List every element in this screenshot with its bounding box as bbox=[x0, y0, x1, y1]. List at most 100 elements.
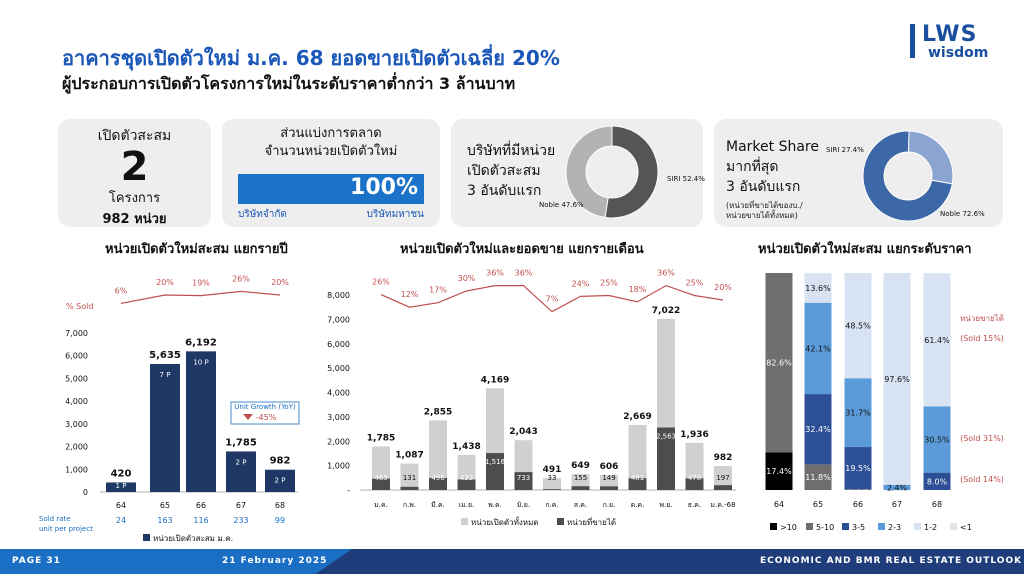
card2-title2: จำนวนหน่วยเปิดตัวใหม่ bbox=[264, 144, 398, 159]
chart1-growth-box bbox=[230, 401, 300, 425]
chart2-pct-label: 18% bbox=[629, 285, 647, 294]
logo-bar bbox=[910, 24, 915, 58]
chart3-seg-68-3-5 bbox=[923, 472, 951, 490]
chart2-xtick: พ.ย. bbox=[659, 501, 672, 509]
chart2-ytick: 1,000 bbox=[327, 462, 350, 471]
chart2-title: หน่วยเปิดตัวใหม่และยอดขาย แยกรายเดือน bbox=[400, 242, 644, 257]
chart3-seg-label: 19.5% bbox=[845, 464, 871, 473]
donut2-slice-siri bbox=[908, 130, 954, 185]
chart1-soldrate-title: Sold rate bbox=[39, 515, 71, 523]
chart3-legend-label: 2-3 bbox=[888, 523, 901, 532]
chart2-launched-label: 2,043 bbox=[509, 427, 537, 437]
chart2-launched-label: 2,855 bbox=[424, 407, 452, 417]
chart2-bar-launched-11 bbox=[685, 442, 704, 490]
chart1-soldrate: 163 bbox=[157, 516, 172, 525]
donut1-slice-siri bbox=[604, 125, 659, 219]
card1-line1: เปิดตัวสะสม bbox=[97, 128, 172, 144]
chart1-ytick: 3,000 bbox=[65, 420, 88, 429]
chart3-xtick: 68 bbox=[932, 500, 942, 509]
chart1-title: หน่วยเปิดตัวใหม่สะสม แยกรายปี bbox=[105, 242, 288, 257]
chart2-pct-label: 7% bbox=[546, 295, 559, 304]
chart1-xtick: 68 bbox=[275, 501, 285, 510]
chart2-ytick: 3,000 bbox=[327, 413, 350, 422]
chart3-seg-label: 30.5% bbox=[924, 436, 950, 445]
chart2-sold-label: 131 bbox=[403, 474, 416, 482]
page-subtitle: ผู้ประกอบการเปิดตัวโครงการใหม่ในระดับราค… bbox=[62, 74, 516, 93]
donut2-slice-noble bbox=[862, 130, 953, 222]
chart1-growth-value: -45% bbox=[256, 413, 277, 422]
chart1-legend-label: หน่วยเปิดตัวสะสม ม.ค. bbox=[153, 534, 233, 543]
chart1-bar-67 bbox=[226, 451, 256, 492]
chart3-side-label: (Sold 31%) bbox=[960, 434, 1004, 443]
chart1-xtick: 65 bbox=[160, 501, 170, 510]
chart2-ytick: 7,000 bbox=[327, 315, 350, 324]
chart1-pct-label: 26% bbox=[232, 274, 250, 283]
chart3-legend-label: 5-10 bbox=[816, 523, 834, 532]
chart2-bar-launched-6 bbox=[543, 478, 561, 490]
chart1-ytick: 1,000 bbox=[65, 465, 88, 474]
donut1-label-siri: SIRI 52.4% bbox=[667, 175, 705, 183]
chart2-sold-label: 2,563 bbox=[656, 433, 676, 441]
chart1-soldrate: 99 bbox=[275, 516, 285, 525]
chart2-bar-sold-12 bbox=[714, 485, 732, 490]
chart3-seg-label: 8.0% bbox=[927, 477, 948, 486]
chart2-xtick: ม.ค.-68 bbox=[710, 501, 735, 509]
chart2-bar-sold-7 bbox=[571, 486, 590, 490]
chart3-seg-label: 11.8% bbox=[805, 473, 831, 482]
chart2-legend-launched: หน่วยเปิดตัวทั้งหมด bbox=[471, 516, 539, 527]
chart3-seg-label: 97.6% bbox=[884, 375, 910, 384]
chart2-legend-sold: หน่วยที่ขายได้ bbox=[567, 516, 616, 527]
chart1-pct-label: 6% bbox=[115, 286, 128, 295]
chart1-projects-label: 7 P bbox=[160, 371, 171, 379]
chart3-legend-swatch-0 bbox=[770, 523, 777, 530]
chart3-seg-66-1-2 bbox=[844, 273, 872, 379]
chart3-seg-66-5-10 bbox=[844, 489, 872, 490]
chart2-sold-label: 496 bbox=[431, 474, 445, 482]
chart2-pct-label: 12% bbox=[401, 290, 419, 299]
chart2-xtick: ก.ค. bbox=[545, 501, 558, 509]
chart1-pct-label: 20% bbox=[156, 278, 174, 287]
card3-title3: 3 อันดับแรก bbox=[467, 183, 542, 199]
chart2-launched-label: 649 bbox=[571, 461, 590, 471]
chart1-pct-title: % Sold bbox=[66, 302, 93, 311]
chart1-projects-label: 2 P bbox=[275, 477, 286, 485]
chart3-seg-65-1-2 bbox=[804, 273, 832, 303]
chart2-xtick: พ.ค. bbox=[488, 501, 502, 509]
chart2-ytick: 4,000 bbox=[327, 389, 350, 398]
chart2-launched-label: 2,669 bbox=[623, 412, 651, 422]
chart2-sold-label: 197 bbox=[716, 474, 729, 482]
public-label: บริษัทมหาชน bbox=[366, 209, 424, 220]
chart3-seg-label: 17.4% bbox=[766, 467, 792, 476]
chart3-legend-swatch-4 bbox=[914, 523, 921, 530]
chart2-pct-line bbox=[380, 284, 724, 313]
chart1-soldrate: 116 bbox=[193, 516, 208, 525]
chart1-growth-arrow bbox=[243, 414, 253, 420]
page-number: PAGE 31 bbox=[12, 556, 61, 566]
chart3-seg-label: 61.4% bbox=[924, 336, 950, 345]
share-value: 100% bbox=[350, 175, 418, 200]
card3-title2: เปิดตัวสะสม bbox=[467, 163, 541, 179]
chart2-ytick: 2,000 bbox=[327, 437, 350, 446]
chart3-seg-label: 0.3% bbox=[848, 486, 869, 495]
chart3-seg-64-5-10 bbox=[765, 273, 793, 453]
chart1-projects-label: 1 P bbox=[116, 482, 127, 490]
chart1-pct-label: 19% bbox=[192, 279, 210, 288]
chart2-bar-sold-4 bbox=[486, 453, 504, 490]
chart2-bar-launched-9 bbox=[628, 424, 647, 490]
donut2-label-noble: Noble 72.6% bbox=[940, 210, 985, 218]
footer-title: ECONOMIC AND BMR REAL ESTATE OUTLOOK bbox=[760, 556, 1023, 566]
chart2-xtick: ม.ค. bbox=[374, 501, 388, 509]
top3-launch-card: บริษัทที่มีหน่วย เปิดตัวสะสม 3 อันดับแรก bbox=[451, 119, 703, 227]
chart2-sold-label: 465 bbox=[374, 474, 387, 482]
chart2-bar-launched-2 bbox=[429, 420, 447, 490]
chart2-bar-launched-12 bbox=[714, 466, 732, 490]
chart2-pct-label: 36% bbox=[486, 269, 504, 278]
chart2-bar-sold-9 bbox=[628, 478, 647, 490]
chart1-xtick: 64 bbox=[116, 501, 126, 510]
chart2-bar-sold-3 bbox=[457, 479, 476, 490]
chart2-legend-swatch-sold bbox=[557, 518, 564, 525]
chart3-seg-68-2-3 bbox=[923, 406, 951, 473]
market-share-card: ส่วนแบ่งการตลาด จำนวนหน่วยเปิดตัวใหม่ 10… bbox=[222, 119, 440, 227]
chart1-soldrate-title2: unit per project bbox=[39, 525, 93, 533]
